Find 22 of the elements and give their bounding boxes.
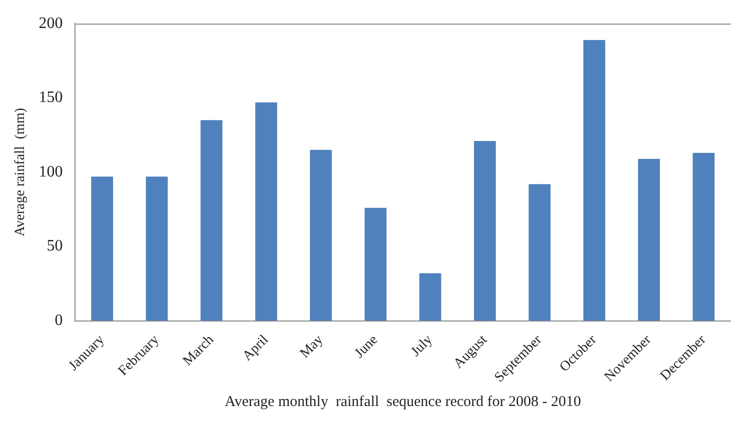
x-tick-label: July (408, 332, 436, 360)
y-tick-label: 100 (38, 163, 63, 180)
y-tick-label: 0 (54, 312, 63, 329)
x-tick-label: May (298, 332, 326, 362)
bar (638, 158, 660, 321)
bar (583, 40, 606, 321)
bar (91, 176, 114, 321)
bar (255, 102, 278, 321)
bar (310, 150, 332, 321)
y-tick-label: 200 (38, 14, 63, 32)
bar (146, 176, 168, 321)
y-tick-label: 50 (46, 238, 63, 255)
bar (528, 184, 551, 321)
bar (474, 140, 496, 321)
x-tick-label: June (352, 332, 381, 362)
x-axis-title: Average monthly rainfall sequence record for 2008 - 2010 (224, 394, 582, 410)
bar (200, 120, 222, 321)
bar (692, 152, 715, 321)
y-axis-title: Average rainfall (mm) (13, 108, 28, 236)
bar (419, 273, 442, 321)
y-tick-label: 150 (38, 89, 63, 106)
bar (364, 208, 386, 321)
